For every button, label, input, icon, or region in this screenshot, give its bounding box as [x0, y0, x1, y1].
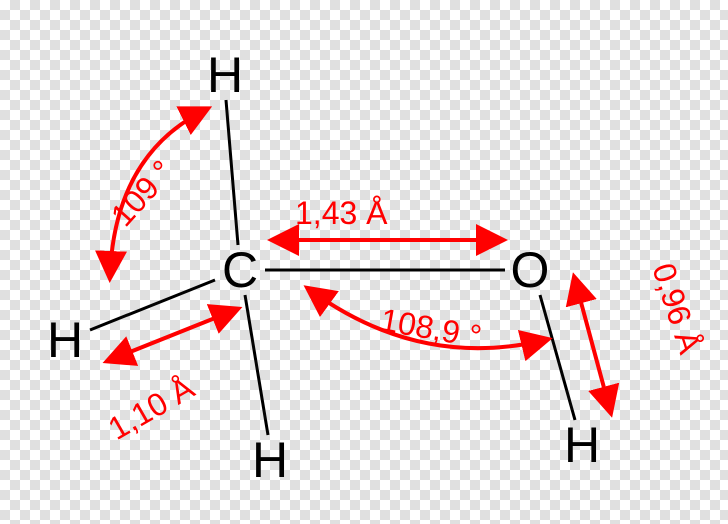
bond-o-h4 [540, 295, 575, 420]
molecule-diagram [0, 0, 728, 524]
atom-label-o: O [511, 241, 550, 299]
atom-label-h2: H [47, 311, 83, 369]
distance-arrow-ch2 [110, 310, 235, 360]
bond-c-h1 [226, 100, 238, 245]
bond-c-h2 [90, 280, 215, 330]
measurement-distance-143: 1,43 Å [295, 195, 388, 232]
atom-label-h4: H [564, 416, 600, 474]
atom-label-h3: H [252, 431, 288, 489]
distance-arrow-oh [575, 280, 610, 410]
bond-c-h3 [245, 295, 268, 435]
atom-label-c: C [222, 241, 258, 299]
atom-label-h1: H [207, 46, 243, 104]
